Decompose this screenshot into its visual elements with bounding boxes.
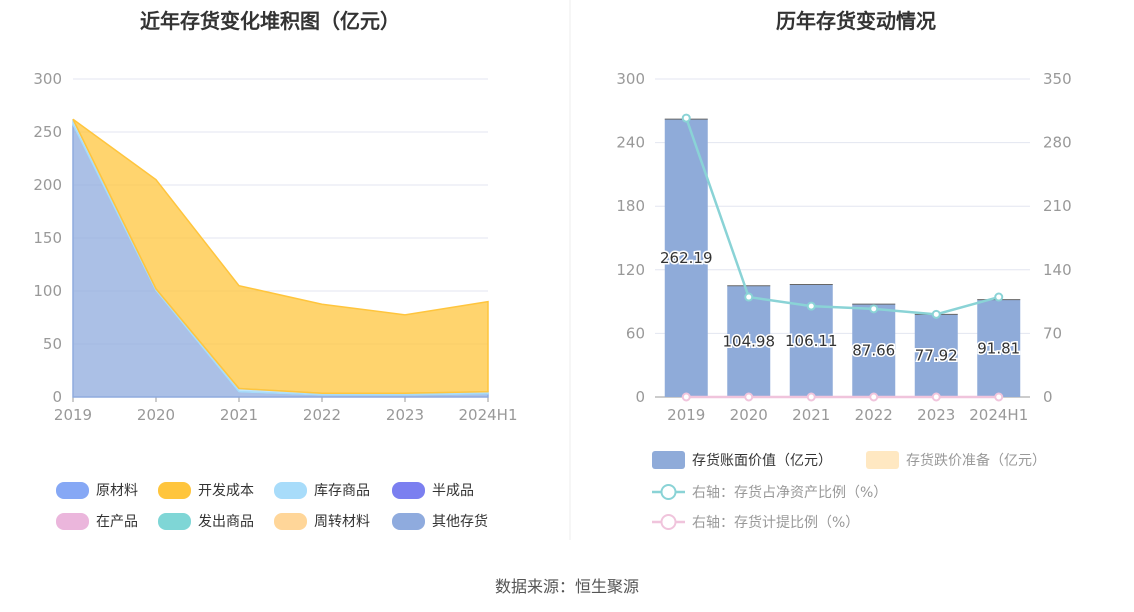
right-y2-tick-label: 210: [1043, 197, 1072, 215]
right-y2-tick-label: 70: [1043, 324, 1062, 342]
line-point[interactable]: [681, 392, 691, 402]
left-y-tick-label: 150: [33, 229, 62, 247]
left-legend-label[interactable]: 其他存货: [432, 513, 488, 530]
right-y2-tick-label: 140: [1043, 261, 1072, 279]
right-legend-label[interactable]: 右轴：存货计提比例（%）: [692, 514, 859, 531]
bar-data-label: 104.98: [723, 332, 776, 350]
data-source: 数据来源：恒生聚源: [495, 577, 639, 596]
line-point[interactable]: [931, 309, 941, 319]
left-x-tick-label: 2022: [303, 406, 341, 424]
left-legend-swatch[interactable]: [392, 482, 425, 499]
right-y-tick-label: 240: [616, 134, 645, 152]
right-y2-tick-label: 350: [1043, 70, 1072, 88]
left-legend-swatch[interactable]: [274, 513, 307, 530]
left-y-tick-label: 300: [33, 70, 62, 88]
right-legend-label[interactable]: 存货跌价准备（亿元）: [906, 452, 1046, 469]
line-右轴：存货占净资产比例（%）: [685, 117, 1000, 316]
area-开发成本: [72, 118, 489, 395]
left-legend-label[interactable]: 发出商品: [198, 514, 254, 530]
right-legend-label[interactable]: 右轴：存货占净资产比例（%）: [692, 484, 887, 501]
left-legend-label[interactable]: 原材料: [96, 483, 138, 499]
right-x-tick-label: 2023: [917, 406, 955, 424]
bar-data-label: 87.66: [852, 342, 895, 360]
left-x-tick-label: 2020: [137, 406, 175, 424]
inventory-bar[interactable]: [727, 285, 771, 397]
left-legend-label[interactable]: 开发成本: [198, 483, 254, 499]
left-legend-swatch[interactable]: [392, 513, 425, 530]
right-chart-title: 历年存货变动情况: [776, 9, 936, 33]
bar-data-label: 262.19: [660, 249, 713, 267]
left-x-tick-label: 2023: [386, 406, 424, 424]
stacked-area-chart: 0 50 100 150 200 250 300 2019 2020 2021 2022 2023 20…: [33, 70, 517, 424]
right-y-tick-label: 120: [616, 261, 645, 279]
left-y-tick-label: 100: [33, 282, 62, 300]
right-legend: 存货账面价值（亿元） 存货跌价准备（亿元） 右轴：存货占净资产比例（%） 右轴：存货计…: [652, 451, 1046, 531]
line-point[interactable]: [994, 292, 1004, 302]
left-legend-swatch[interactable]: [274, 482, 307, 499]
bar-data-label: 77.92: [915, 347, 958, 365]
line-point[interactable]: [869, 392, 879, 402]
right-x-tick-label: 2019: [667, 406, 705, 424]
left-legend-swatch[interactable]: [158, 482, 191, 499]
left-legend-label[interactable]: 周转材料: [314, 514, 370, 530]
inventory-bar[interactable]: [914, 314, 958, 397]
inventory-bar[interactable]: [852, 304, 896, 397]
line-point[interactable]: [994, 392, 1004, 402]
right-y-tick-label: 300: [616, 70, 645, 88]
left-chart-title: 近年存货变化堆积图（亿元）: [140, 9, 400, 33]
left-legend-swatch[interactable]: [158, 513, 191, 530]
left-y-tick-label: 50: [43, 335, 62, 353]
line-point[interactable]: [744, 292, 754, 302]
right-y-tick-label: 0: [635, 388, 645, 406]
left-y-tick-label: 0: [52, 388, 62, 406]
left-x-tick-label: 2024H1: [459, 406, 518, 424]
right-y2-tick-label: 0: [1043, 388, 1053, 406]
right-legend-marker[interactable]: [660, 514, 677, 530]
right-y-tick-label: 180: [616, 197, 645, 215]
left-legend-swatch[interactable]: [56, 513, 89, 530]
line-point[interactable]: [869, 304, 879, 314]
line-point[interactable]: [931, 392, 941, 402]
inventory-bar[interactable]: [977, 299, 1021, 397]
left-legend-label[interactable]: 在产品: [96, 514, 138, 530]
left-legend-swatch[interactable]: [56, 482, 89, 499]
inventory-bar[interactable]: [664, 119, 708, 397]
right-legend-swatch[interactable]: [652, 451, 685, 469]
left-x-tick-label: 2019: [54, 406, 92, 424]
left-y-tick-label: 200: [33, 176, 62, 194]
left-y-tick-label: 250: [33, 123, 62, 141]
right-y-tick-label: 60: [626, 324, 645, 342]
left-x-tick-label: 2021: [220, 406, 258, 424]
left-legend-label[interactable]: 半成品: [432, 483, 474, 499]
right-x-tick-label: 2021: [792, 406, 830, 424]
line-point[interactable]: [681, 113, 691, 123]
line-point[interactable]: [744, 392, 754, 402]
left-legend-label[interactable]: 库存商品: [314, 483, 370, 499]
bar-data-label: 91.81: [977, 339, 1020, 357]
right-y2-tick-label: 280: [1043, 134, 1072, 152]
right-x-tick-label: 2020: [730, 406, 768, 424]
bar-data-label: 106.11: [785, 332, 838, 350]
line-point[interactable]: [806, 392, 816, 402]
right-legend-label[interactable]: 存货账面价值（亿元）: [692, 452, 832, 469]
inventory-bar-line-chart: 0 60 120 180 240 300 0 70 140 210 280 350 2019 2020 20…: [616, 70, 1071, 424]
right-legend-marker[interactable]: [660, 484, 677, 500]
right-legend-swatch[interactable]: [866, 451, 899, 469]
line-point[interactable]: [806, 301, 816, 311]
right-x-tick-label: 2024H1: [969, 406, 1028, 424]
right-x-tick-label: 2022: [855, 406, 893, 424]
